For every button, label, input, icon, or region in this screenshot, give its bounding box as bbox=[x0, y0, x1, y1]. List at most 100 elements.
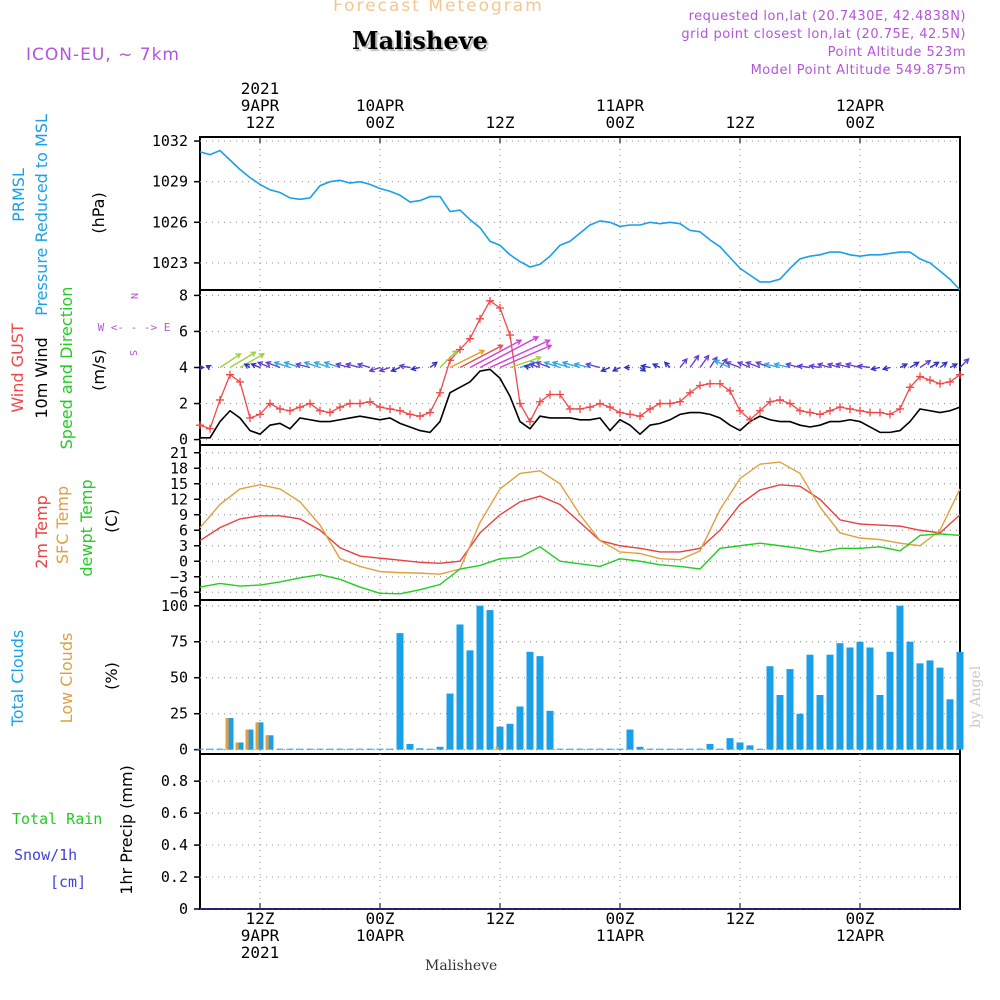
wind-direction-arrow bbox=[737, 361, 751, 369]
wind-gust-point bbox=[266, 399, 274, 408]
total-cloud-bar bbox=[746, 745, 754, 750]
wind-direction-arrowhead bbox=[784, 362, 792, 369]
wind-direction-arrowhead bbox=[755, 361, 762, 367]
wind-direction-arrowhead bbox=[663, 361, 670, 368]
wind-direction-arrow bbox=[817, 363, 831, 369]
wind-direction-arrowhead bbox=[250, 362, 257, 369]
wind-direction-arrowhead bbox=[532, 336, 540, 342]
total-cloud-bar bbox=[876, 694, 884, 750]
top-time-label: 00Z bbox=[846, 113, 875, 132]
wind-gust-point bbox=[766, 397, 774, 406]
wind-gust-point bbox=[496, 304, 504, 313]
legend-total-clouds: Total Clouds bbox=[8, 630, 27, 728]
wind-direction-arrow bbox=[296, 363, 311, 369]
wind-direction-arrowhead bbox=[856, 363, 864, 370]
wind-direction-arrow bbox=[379, 366, 391, 372]
top-time-label: 11APR bbox=[596, 96, 645, 115]
total-cloud-bar bbox=[446, 693, 454, 750]
wind-direction-arrow bbox=[586, 363, 601, 369]
wind-direction-arrowhead bbox=[703, 354, 710, 361]
wind-direction-arrow bbox=[449, 349, 485, 369]
wind-gust-point bbox=[286, 406, 294, 415]
bottom-time-label: 00Z bbox=[366, 909, 395, 928]
wind-direction-arrow bbox=[544, 361, 561, 369]
wind-direction-arrowhead bbox=[265, 361, 272, 367]
ytick-label: 0 bbox=[179, 900, 188, 918]
wind-direction-arrowhead bbox=[951, 363, 959, 369]
ylabel-temp: (C) bbox=[102, 509, 121, 533]
wind-gust-point bbox=[456, 345, 464, 354]
wind-gust-point bbox=[546, 390, 554, 399]
wind-gust-point bbox=[796, 406, 804, 415]
wind-direction-arrowhead bbox=[431, 361, 438, 368]
wind-direction-arrow bbox=[459, 344, 503, 369]
ytick-label: 1032 bbox=[152, 132, 188, 150]
total-cloud-bar bbox=[756, 748, 764, 750]
wind-gust-point bbox=[506, 331, 514, 340]
wind-gust-point bbox=[196, 421, 204, 430]
wind-direction-arrow bbox=[219, 353, 241, 369]
low-cloud-bar bbox=[245, 729, 249, 750]
total-cloud-bar bbox=[556, 748, 564, 750]
ylabel-wind: (m/s) bbox=[89, 349, 108, 391]
total-cloud-bar bbox=[316, 748, 324, 750]
wind-gust-point bbox=[916, 372, 924, 381]
total-cloud-bar bbox=[776, 694, 784, 750]
wind-direction-arrow bbox=[229, 351, 256, 369]
grid-point-coords: grid point closest lon,lat (20.75E, 42.5… bbox=[681, 27, 966, 42]
wind-direction-arrowhead bbox=[933, 361, 940, 368]
ytick-label: 12 bbox=[170, 490, 188, 508]
model-label: ICON-EU, ~ 7km bbox=[26, 45, 180, 65]
low-cloud-bar bbox=[255, 722, 259, 750]
wind-direction-arrowhead bbox=[913, 361, 920, 368]
wind-direction-arrow bbox=[536, 361, 551, 369]
wind-direction-arrowhead bbox=[681, 357, 688, 365]
total-cloud-bar bbox=[376, 748, 384, 750]
wind-direction-arrow bbox=[786, 363, 801, 369]
wind-gust-point bbox=[356, 399, 364, 408]
top-time-label: 12Z bbox=[726, 113, 755, 132]
wind-direction-arrow bbox=[509, 356, 541, 369]
wind-direction-arrowhead bbox=[600, 366, 607, 373]
legend-2m-temp: 2m Temp bbox=[32, 495, 51, 569]
wind-direction-arrowhead bbox=[561, 360, 569, 367]
wind-direction-arrowhead bbox=[834, 362, 842, 369]
total-cloud-bar bbox=[766, 666, 774, 750]
total-cloud-bar bbox=[696, 748, 704, 750]
low-cloud-bar bbox=[265, 735, 269, 750]
total-cloud-bar bbox=[706, 743, 714, 750]
top-time-label: 12APR bbox=[836, 96, 885, 115]
wind-gust-point bbox=[606, 403, 614, 412]
ytick-label: 0.4 bbox=[161, 836, 188, 854]
wind-direction-arrowhead bbox=[344, 362, 352, 369]
wind-gust-point bbox=[936, 379, 944, 388]
wind-direction-arrow bbox=[239, 353, 265, 369]
wind-direction-arrow bbox=[809, 365, 821, 369]
wind-direction-arrowhead bbox=[544, 339, 551, 345]
wind-direction-arrowhead bbox=[808, 363, 815, 370]
wind-gust-point bbox=[586, 403, 594, 412]
wind-direction-arrow bbox=[346, 363, 361, 369]
wind-gust-point bbox=[436, 388, 444, 397]
wind-direction-arrowhead bbox=[584, 362, 592, 369]
wind-direction-arrowhead bbox=[303, 360, 310, 367]
bottom-time-label: 2021 bbox=[241, 943, 280, 962]
total-cloud-bar bbox=[416, 748, 424, 750]
wind-direction-arrow bbox=[574, 363, 591, 369]
total-cloud-bar bbox=[326, 748, 334, 750]
wind-direction-arrowhead bbox=[925, 359, 932, 366]
wind-gust-point bbox=[856, 406, 864, 415]
ytick-label: 50 bbox=[170, 669, 188, 687]
bottom-time-label: 12Z bbox=[486, 909, 515, 928]
wind-direction-arrowhead bbox=[250, 351, 257, 357]
wind-direction-arrow bbox=[929, 361, 939, 369]
legend-low-clouds: Low Clouds bbox=[57, 633, 76, 724]
wind-direction-arrowhead bbox=[551, 360, 559, 367]
total-cloud-bar bbox=[396, 633, 404, 750]
total-cloud-bar bbox=[606, 748, 614, 750]
legend-total-rain: Total Rain bbox=[12, 810, 102, 828]
bottom-time-label: 00Z bbox=[606, 909, 635, 928]
wind-direction-arrowhead bbox=[941, 361, 948, 368]
total-cloud-bar bbox=[436, 746, 444, 750]
wind-gust-point bbox=[676, 397, 684, 406]
